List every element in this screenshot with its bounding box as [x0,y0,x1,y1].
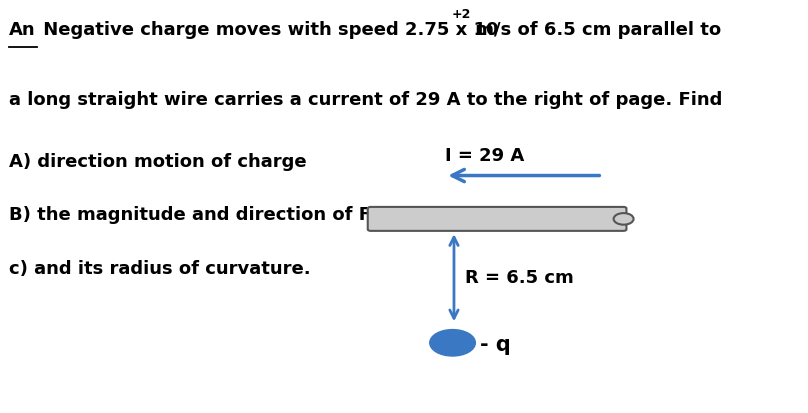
Text: - q: - q [480,335,511,355]
Text: a long straight wire carries a current of 29 A to the right of page. Find: a long straight wire carries a current o… [9,91,722,109]
Text: +2: +2 [451,8,470,21]
Circle shape [613,213,633,225]
Text: An: An [9,21,36,39]
Text: I = 29 A: I = 29 A [445,147,524,165]
Text: R = 6.5 cm: R = 6.5 cm [465,269,574,287]
Text: Negative charge moves with speed 2.75 x 10: Negative charge moves with speed 2.75 x … [37,21,499,39]
FancyBboxPatch shape [368,207,626,231]
Text: A) direction motion of charge: A) direction motion of charge [9,153,307,171]
Circle shape [430,330,475,356]
Text: m/s of 6.5 cm parallel to: m/s of 6.5 cm parallel to [469,21,721,39]
Text: B) the magnitude and direction of Force: B) the magnitude and direction of Force [9,206,415,225]
Text: c) and its radius of curvature.: c) and its radius of curvature. [9,260,311,278]
